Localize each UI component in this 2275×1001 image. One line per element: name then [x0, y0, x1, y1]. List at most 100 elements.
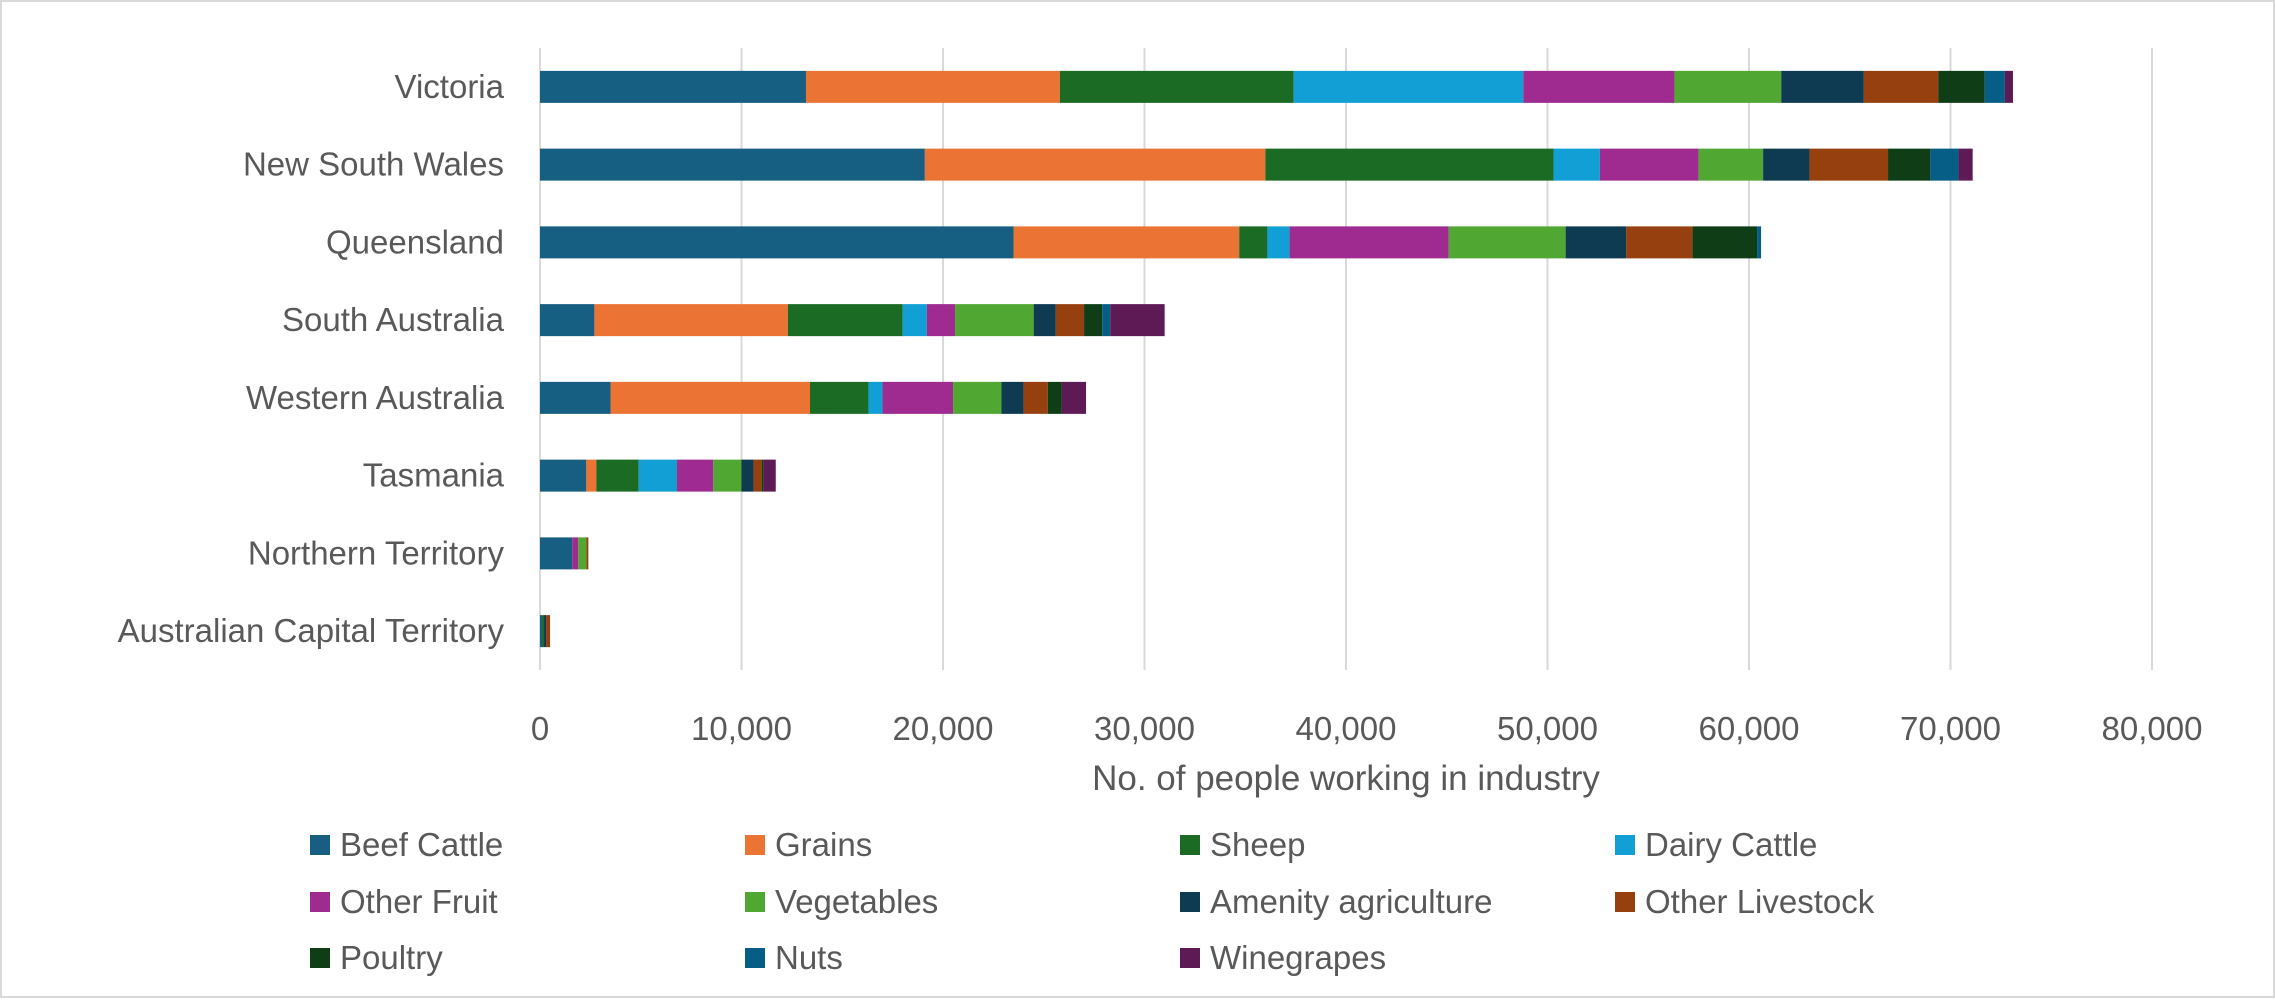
legend-item: Other Livestock — [1615, 883, 1875, 920]
bar-segment — [1267, 226, 1290, 259]
bar-segment — [924, 148, 1266, 181]
bar-segment — [753, 459, 762, 492]
legend-label: Winegrapes — [1210, 939, 1386, 976]
bar-segment — [713, 459, 742, 492]
legend-label: Vegetables — [775, 883, 938, 920]
bar-segment — [1055, 304, 1085, 337]
bar-segment — [540, 381, 611, 414]
bar-segment — [1958, 148, 1973, 181]
legend-item: Beef Cattle — [310, 826, 503, 863]
category-labels: Victoria New South Wales Queensland South A… — [118, 68, 505, 649]
bar-segment — [540, 148, 925, 181]
bar-segment — [761, 459, 764, 492]
bar-segment — [1084, 304, 1103, 337]
bar-segment — [1698, 148, 1764, 181]
x-tick-label: 0 — [531, 710, 549, 747]
legend-item: Poultry — [310, 939, 443, 976]
bar-segment — [540, 70, 806, 103]
legend-label: Dairy Cattle — [1645, 826, 1817, 863]
legend-label: Grains — [775, 826, 872, 863]
x-tick-label: 80,000 — [2102, 710, 2203, 747]
legend-swatch — [1180, 892, 1200, 912]
bar-segment — [1289, 226, 1449, 259]
bar-segment — [902, 304, 927, 337]
x-tick-label: 20,000 — [893, 710, 994, 747]
bar-segment — [1674, 70, 1782, 103]
bar-segment — [1047, 381, 1062, 414]
bar-segment — [882, 381, 954, 414]
x-tick-label: 40,000 — [1296, 710, 1397, 747]
category-label: South Australia — [282, 301, 505, 338]
bar-segment — [1239, 226, 1268, 259]
bar-segment — [677, 459, 714, 492]
x-axis-title: No. of people working in industry — [1092, 759, 1600, 798]
bar-segment — [540, 615, 543, 648]
bar-segment — [1265, 148, 1554, 181]
bar-segment — [542, 615, 545, 648]
bar-segment — [810, 381, 869, 414]
bar-segment — [594, 304, 788, 337]
bar-segment — [1781, 70, 1864, 103]
legend-swatch — [1615, 892, 1635, 912]
bar-segment — [1565, 226, 1627, 259]
legend-swatch — [1615, 835, 1635, 855]
legend-item: Nuts — [745, 939, 843, 976]
bar-segment — [578, 537, 587, 570]
legend-item: Other Fruit — [310, 883, 498, 920]
bar-segment — [926, 304, 956, 337]
bar-segment — [741, 459, 754, 492]
x-tick-label: 70,000 — [1900, 710, 2001, 747]
bar-segment — [540, 537, 573, 570]
legend-label: Other Livestock — [1645, 883, 1875, 920]
bar-segment — [1033, 304, 1056, 337]
bar-segment — [868, 381, 883, 414]
category-label: Western Australia — [246, 379, 505, 416]
bar-segment — [1763, 148, 1810, 181]
legend-item: Grains — [745, 826, 872, 863]
bar-segment — [1626, 226, 1693, 259]
legend-swatch — [310, 835, 330, 855]
bar-segment — [610, 381, 811, 414]
bar-segment — [1102, 304, 1111, 337]
legend-item: Dairy Cattle — [1615, 826, 1817, 863]
legend-swatch — [1180, 835, 1200, 855]
legend-swatch — [1180, 948, 1200, 968]
bar-segment — [787, 304, 903, 337]
bar-segment — [1692, 226, 1758, 259]
x-tick-labels: 0 10,000 20,000 30,000 40,000 50,000 60,000 70,… — [531, 710, 2203, 747]
bar-segment — [586, 537, 589, 570]
legend-label: Beef Cattle — [340, 826, 503, 863]
category-label: Victoria — [395, 68, 505, 105]
category-label: Tasmania — [363, 457, 505, 494]
x-tick-label: 10,000 — [691, 710, 792, 747]
bar-segment — [1930, 148, 1959, 181]
category-label: Northern Territory — [248, 534, 505, 571]
legend-label: Nuts — [775, 939, 843, 976]
x-tick-label: 60,000 — [1699, 710, 1800, 747]
bar-segment — [540, 459, 587, 492]
bar-segment — [596, 459, 639, 492]
bar-segment — [1553, 148, 1600, 181]
bar-segment — [1061, 381, 1087, 414]
legend-label: Other Fruit — [340, 883, 498, 920]
bar-segment — [1013, 226, 1240, 259]
legend-item: Sheep — [1180, 826, 1305, 863]
bar-segment — [953, 381, 1002, 414]
category-label: Queensland — [326, 223, 504, 260]
legend-label: Amenity agriculture — [1210, 883, 1492, 920]
bar-segment — [546, 615, 551, 648]
bars — [540, 70, 2013, 648]
legend: Beef Cattle Grains Sheep Dairy Cattle Other … — [310, 826, 1875, 976]
legend-item: Amenity agriculture — [1180, 883, 1492, 920]
bar-segment — [1023, 381, 1048, 414]
legend-item: Vegetables — [745, 883, 938, 920]
bar-segment — [1888, 148, 1931, 181]
legend-swatch — [745, 892, 765, 912]
bar-segment — [544, 615, 547, 648]
bar-segment — [586, 459, 597, 492]
bar-segment — [540, 304, 595, 337]
bar-segment — [1757, 226, 1762, 259]
category-label: New South Wales — [243, 146, 504, 183]
bar-segment — [763, 459, 776, 492]
